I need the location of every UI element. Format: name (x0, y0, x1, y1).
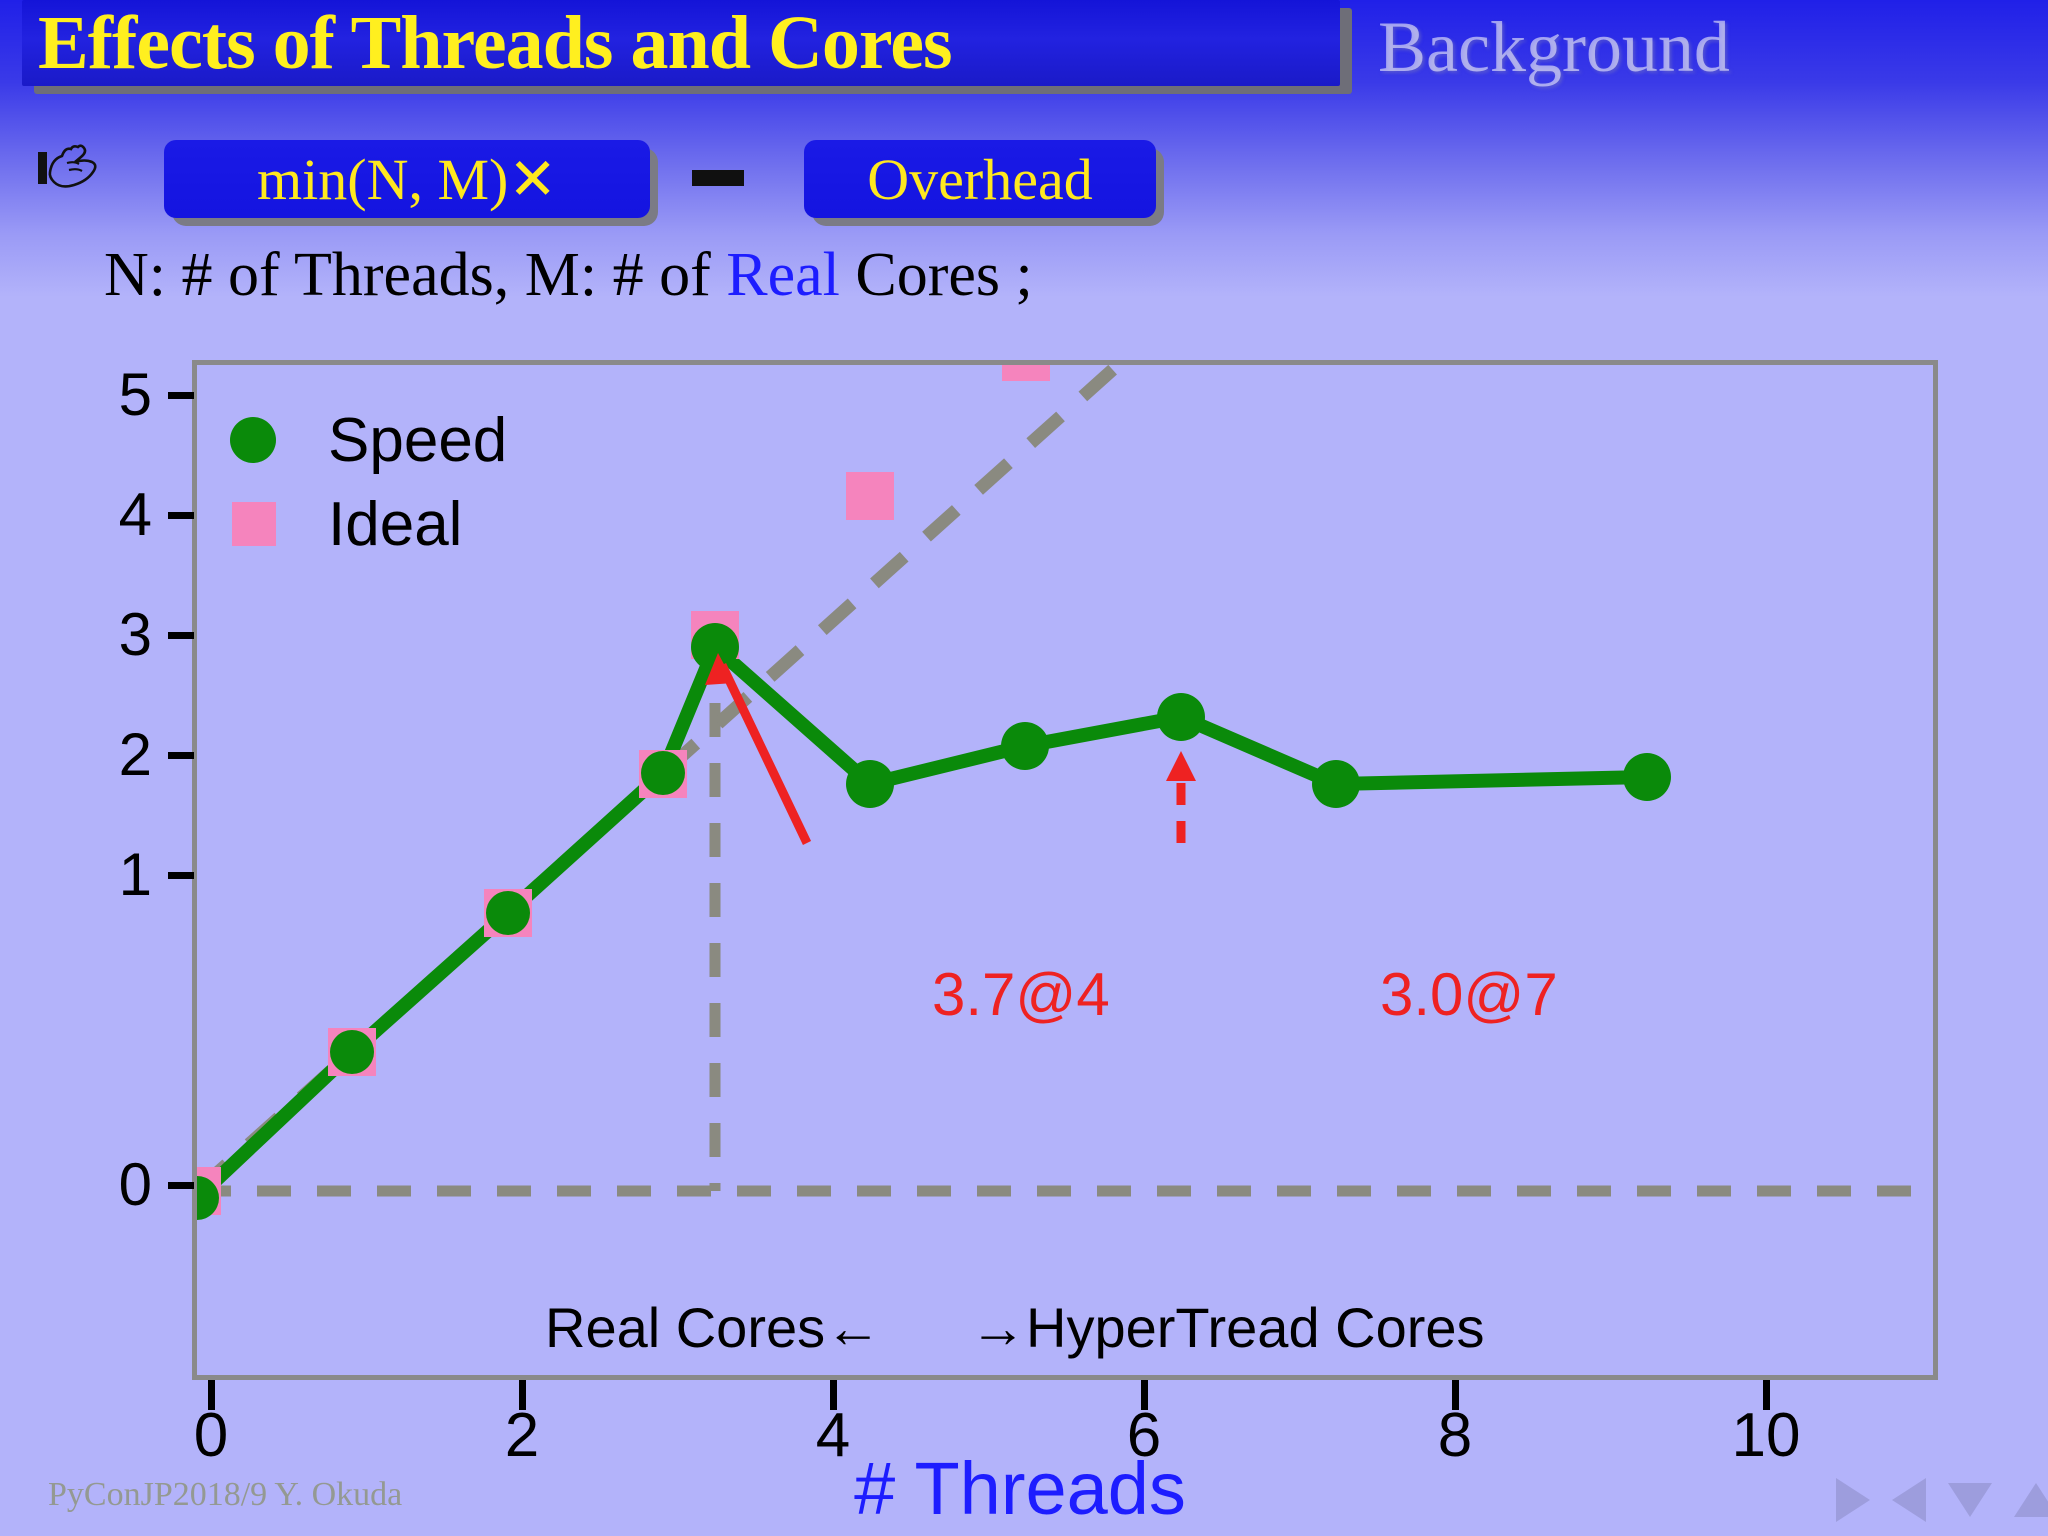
x-tick-mark-10 (1763, 1380, 1770, 1410)
y-tick-mark-3 (168, 632, 194, 639)
x-tick-label-8: 8 (1437, 1401, 1473, 1470)
x-tick-label-4: 4 (815, 1401, 851, 1470)
x-tick-label-10: 10 (1731, 1401, 1801, 1470)
y-tick-mark-1 (168, 872, 194, 879)
formula-term-2: Overhead (804, 140, 1156, 218)
subtitle-part2: Cores ; (839, 241, 1033, 309)
annotation-arrow-peak (705, 653, 812, 845)
annotation-label-peak: 3.7@4 (932, 961, 1110, 1028)
formula-term-1: min(N, M)✕ (164, 140, 650, 218)
legend-circle-marker-icon (230, 417, 276, 463)
chart-canvas (197, 365, 1933, 1220)
y-tick-label-2: 2 (118, 721, 152, 788)
x-tick-mark-0 (208, 1380, 215, 1410)
annotation-arrow-seven (1166, 751, 1196, 843)
y-tick-label-3: 3 (118, 601, 152, 668)
x-tick-label-2: 2 (504, 1401, 540, 1470)
band-label-hyperthread-cores: →HyperTread Cores (970, 1296, 1485, 1359)
play-forward-icon[interactable] (1836, 1478, 1870, 1522)
subtitle-line: N: # of Threads, M: # of Real Cores ; (104, 240, 1033, 311)
formula-minus-operator (692, 170, 744, 186)
y-tick-label-4: 4 (118, 481, 152, 548)
x-tick-mark-4 (830, 1380, 837, 1410)
y-tick-mark-4 (168, 512, 194, 519)
annotation-label-seven: 3.0@7 (1380, 961, 1558, 1028)
speed-markers (197, 623, 1671, 1220)
legend-label-speed: Speed (328, 405, 508, 475)
y-tick-mark-5 (168, 392, 194, 399)
legend-item-speed: Speed (230, 398, 507, 482)
x-tick-mark-2 (519, 1380, 526, 1410)
x-tick-label-0: 0 (193, 1401, 229, 1470)
triangle-down-icon[interactable] (1948, 1483, 1992, 1517)
x-tick-mark-8 (1452, 1380, 1459, 1410)
y-tick-label-0: 0 (118, 1151, 152, 1218)
subtitle-highlight: Real (726, 241, 840, 309)
legend-square-marker-icon (232, 502, 276, 546)
x-tick-label-6: 6 (1126, 1401, 1162, 1470)
y-tick-label-1: 1 (118, 841, 152, 908)
chart-legend: Speed Ideal (230, 398, 507, 566)
page-title: Effects of Threads and Cores (38, 1, 953, 85)
slide-nav-controls[interactable] (1836, 1478, 2048, 1522)
section-watermark: Background (1378, 7, 1730, 87)
subtitle-part1: N: # of Threads, M: # of (104, 241, 727, 309)
speed-line (197, 635, 1648, 1204)
x-axis-title: # Threads (854, 1447, 1186, 1530)
slide-title-box: Effects of Threads and Cores (22, 0, 1340, 86)
y-tick-label-5: 5 (118, 361, 152, 428)
triangle-up-icon[interactable] (2014, 1483, 2048, 1517)
footer-credit: PyConJP2018/9 Y. Okuda (48, 1476, 403, 1513)
legend-label-ideal: Ideal (328, 489, 463, 559)
x-tick-mark-6 (1141, 1380, 1148, 1410)
pointing-hand-icon (38, 144, 97, 188)
legend-item-ideal: Ideal (230, 482, 507, 566)
chart-plot-frame (192, 360, 1938, 1380)
y-tick-mark-0 (168, 1182, 194, 1189)
y-tick-mark-2 (168, 752, 194, 759)
band-label-real-cores: Real Cores← (545, 1296, 882, 1359)
play-back-icon[interactable] (1892, 1478, 1926, 1522)
